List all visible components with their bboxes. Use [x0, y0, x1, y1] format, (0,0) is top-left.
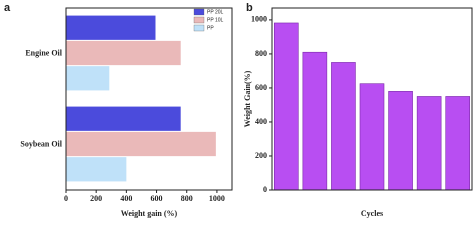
x-axis-label: Weight gain (%)	[121, 209, 178, 218]
x-tick-label: 200	[90, 194, 102, 203]
figure: a Engine Oil Soybean Oil 0 200 400 600 800 1000 W…	[4, 2, 473, 218]
legend-label: PP 20L	[207, 9, 224, 15]
plot-frame	[65, 7, 233, 191]
x-tick-label: 400	[120, 194, 132, 203]
bar	[66, 131, 216, 157]
bar	[331, 62, 356, 191]
x-tick-label: 1000	[209, 194, 225, 203]
panel-label: b	[246, 2, 253, 14]
y-axis-label: Weight Gain(%)	[243, 70, 252, 127]
legend-label: PP	[207, 25, 214, 31]
panel-label: a	[4, 2, 11, 14]
bar	[66, 15, 156, 40]
legend-swatch	[193, 24, 205, 32]
y-tick-label: 1000	[251, 15, 267, 24]
x-tick-label: 0	[64, 194, 68, 203]
y-tick-label: 200	[255, 151, 267, 160]
bar	[66, 40, 181, 66]
bar	[302, 51, 328, 191]
y-tick-label: 400	[255, 117, 267, 126]
bar	[359, 83, 385, 191]
bar	[445, 96, 471, 191]
x-tick-label: 800	[181, 194, 193, 203]
y-tick-label: Soybean Oil	[20, 139, 62, 148]
plot-frame	[271, 7, 473, 191]
bar	[416, 96, 442, 191]
bar	[66, 66, 110, 91]
legend-label: PP 10L	[207, 17, 224, 23]
x-tick-label: 600	[151, 194, 163, 203]
bar	[66, 106, 181, 131]
legend-swatch	[193, 8, 205, 16]
bar	[388, 91, 413, 191]
x-axis-label: Cycles	[361, 209, 383, 218]
y-tick-label: Engine Oil	[25, 48, 62, 57]
y-tick-label: 0	[263, 185, 267, 194]
y-tick-label: 800	[255, 49, 267, 58]
bar	[273, 22, 299, 191]
y-tick-label: 600	[255, 83, 267, 92]
bar	[66, 157, 127, 182]
legend-swatch	[193, 16, 205, 24]
